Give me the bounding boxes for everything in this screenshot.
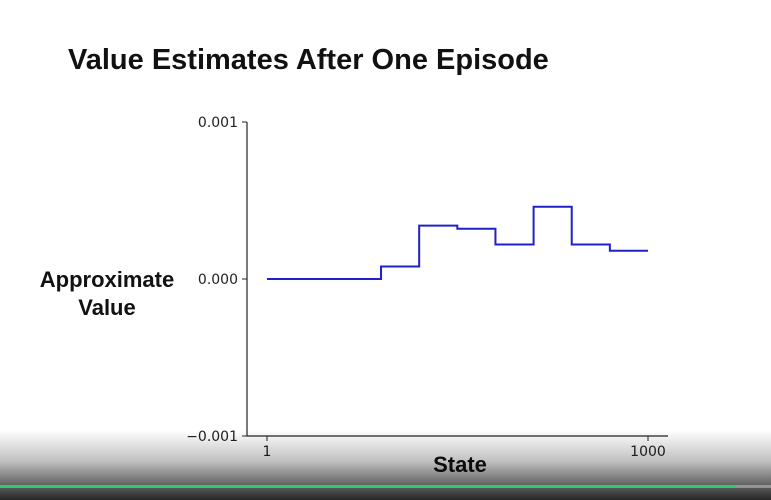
y-tick-label: 0.001 [198, 115, 238, 131]
page-title: Value Estimates After One Episode [68, 44, 549, 76]
chart-ticks: −0.001 0.000 0.001 1 1000 [186, 115, 666, 460]
x-tick-label: 1 [263, 444, 272, 460]
y-tick-label: 0.000 [198, 272, 238, 288]
video-progress-fill [0, 485, 737, 488]
x-axis-label: State [433, 452, 487, 477]
value-step-line [267, 205, 648, 280]
x-tick-label: 1000 [630, 444, 666, 460]
y-tick-label: −0.001 [186, 429, 238, 445]
chart-series [267, 205, 648, 280]
video-progress-bar[interactable] [0, 485, 771, 488]
y-axis-label: Approximate Value [39, 267, 175, 320]
